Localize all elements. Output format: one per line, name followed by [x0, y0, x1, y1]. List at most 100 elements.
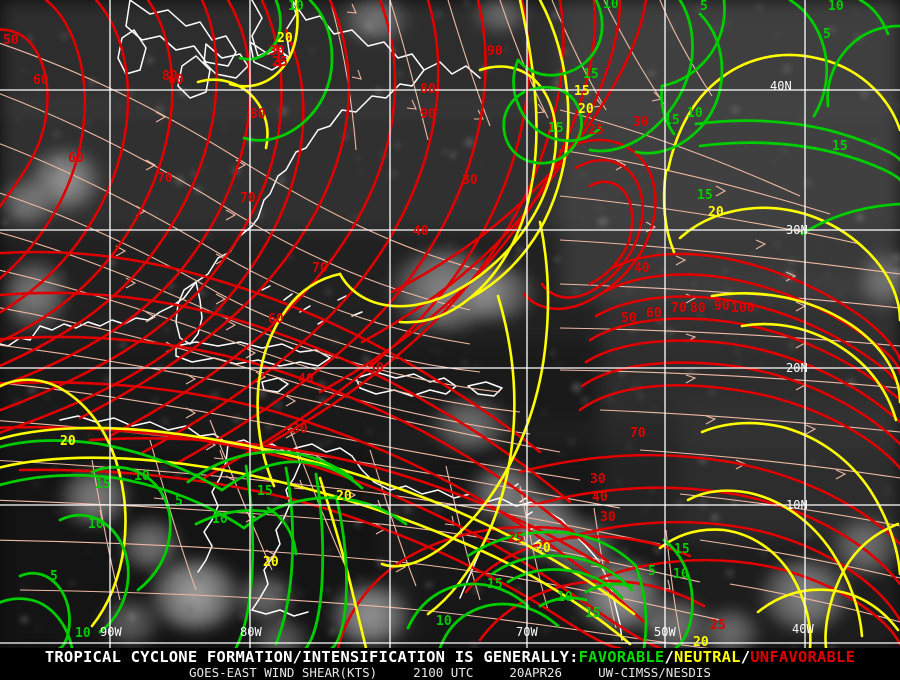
imagery-texture-speckle — [151, 21, 157, 27]
imagery-texture-speckle — [828, 5, 831, 8]
imagery-texture-speckle — [258, 24, 262, 28]
imagery-texture-speckle — [473, 363, 478, 368]
imagery-texture-speckle — [758, 201, 764, 206]
imagery-texture-speckle — [568, 438, 576, 446]
caption-bar: TROPICAL CYCLONE FORMATION/INTENSIFICATI… — [0, 648, 900, 680]
imagery-texture-speckle — [380, 152, 386, 159]
imagery-texture-speckle — [470, 641, 479, 648]
imagery-texture-speckle — [390, 510, 399, 518]
imagery-texture-speckle — [20, 67, 25, 72]
imagery-texture-speckle — [23, 642, 28, 647]
imagery-texture-speckle — [647, 620, 653, 626]
imagery-texture-speckle — [597, 186, 602, 191]
imagery-texture-speckle — [275, 603, 278, 606]
imagery-texture-speckle — [571, 616, 575, 621]
imagery-texture-speckle — [527, 494, 532, 499]
imagery-texture-speckle — [210, 391, 219, 401]
contour-value-label: 90 — [714, 299, 730, 314]
imagery-texture-speckle — [649, 406, 659, 416]
imagery-texture-speckle — [648, 486, 655, 494]
imagery-texture-speckle — [419, 81, 423, 85]
imagery-texture-speckle — [120, 342, 126, 348]
imagery-texture-speckle — [433, 504, 443, 513]
imagery-texture-speckle — [723, 267, 728, 272]
imagery-texture-speckle — [151, 527, 158, 533]
imagery-texture-speckle — [265, 423, 272, 430]
contour-value-label: 50 — [368, 361, 384, 376]
convective-cloud-cluster — [640, 600, 710, 648]
imagery-texture-speckle — [828, 26, 836, 34]
imagery-texture-speckle — [482, 276, 488, 282]
imagery-texture-speckle — [92, 193, 95, 196]
imagery-texture-speckle — [88, 434, 92, 438]
imagery-texture-speckle — [581, 397, 589, 405]
imagery-texture-speckle — [687, 368, 694, 376]
imagery-texture-speckle — [539, 461, 543, 465]
grid-coordinate-label: 20N — [786, 361, 808, 375]
imagery-texture-speckle — [99, 316, 106, 323]
imagery-texture-speckle — [752, 306, 758, 312]
imagery-texture-speckle — [803, 178, 811, 186]
imagery-texture-speckle — [4, 35, 13, 44]
imagery-texture-speckle — [540, 201, 548, 209]
convective-cloud-cluster — [340, 0, 410, 40]
imagery-texture-speckle — [872, 516, 880, 524]
imagery-texture-speckle — [757, 4, 763, 10]
imagery-texture-speckle — [377, 559, 384, 566]
contour-value-label: 40 — [634, 261, 650, 276]
imagery-texture-speckle — [310, 49, 315, 54]
imagery-texture-speckle — [175, 472, 181, 478]
imagery-texture-speckle — [232, 171, 236, 175]
imagery-texture-speckle — [750, 252, 755, 257]
imagery-texture-speckle — [356, 574, 363, 581]
imagery-texture-speckle — [17, 209, 22, 215]
imagery-texture-speckle — [553, 78, 563, 88]
imagery-texture-speckle — [858, 39, 866, 46]
imagery-texture-speckle — [33, 481, 38, 486]
imagery-texture-speckle — [847, 379, 855, 387]
latlon-grid — [0, 0, 900, 648]
imagery-texture-speckle — [598, 204, 603, 209]
convective-cloud-cluster — [455, 265, 535, 320]
imagery-texture-speckle — [772, 160, 776, 165]
imagery-texture-speckle — [450, 152, 457, 159]
contour-value-label: 80 — [420, 82, 436, 97]
contour-value-label: 5 — [175, 494, 183, 509]
imagery-texture-speckle — [359, 171, 363, 175]
contour-value-label: 100 — [731, 301, 755, 316]
imagery-texture-speckle — [425, 582, 432, 589]
imagery-texture-speckle — [302, 117, 307, 121]
imagery-texture-speckle — [632, 583, 636, 587]
convective-cloud-cluster — [860, 250, 900, 310]
contour-value-label: 20 — [60, 434, 76, 449]
imagery-texture-speckle — [777, 34, 780, 37]
imagery-texture-speckle — [364, 341, 370, 346]
contour-value-label: 90 — [420, 107, 436, 122]
imagery-texture-speckle — [174, 572, 183, 580]
imagery-texture-speckle — [879, 15, 885, 21]
imagery-texture-speckle — [664, 55, 668, 59]
satellite-map-panel[interactable]: 40N 30N 20N 10N 90W 80W 70W 50W 40W 50 60 60 70 80 60… — [0, 0, 900, 648]
imagery-texture-speckle — [776, 611, 780, 615]
imagery-texture-speckle — [819, 247, 822, 250]
imagery-texture-speckle — [450, 504, 458, 512]
imagery-texture-speckle — [422, 56, 425, 59]
imagery-texture-speckle — [429, 499, 437, 507]
imagery-texture-speckle — [729, 497, 738, 506]
imagery-texture-speckle — [792, 646, 795, 648]
contour-value-label: 10 — [134, 469, 150, 484]
imagery-texture-speckle — [698, 499, 708, 508]
contour-value-label: 25 — [710, 618, 726, 633]
imagery-texture-speckle — [516, 246, 523, 254]
imagery-texture-speckle — [859, 89, 869, 99]
imagery-texture-speckle — [692, 282, 697, 286]
imagery-texture-speckle — [543, 627, 551, 635]
imagery-texture-speckle — [77, 367, 83, 373]
imagery-texture-speckle — [724, 21, 728, 25]
imagery-texture-speckle — [277, 176, 286, 184]
imagery-texture-speckle — [788, 257, 796, 265]
contour-value-label: 60 — [646, 306, 662, 321]
coastline-layer — [0, 0, 623, 641]
imagery-texture-speckle — [894, 103, 900, 109]
